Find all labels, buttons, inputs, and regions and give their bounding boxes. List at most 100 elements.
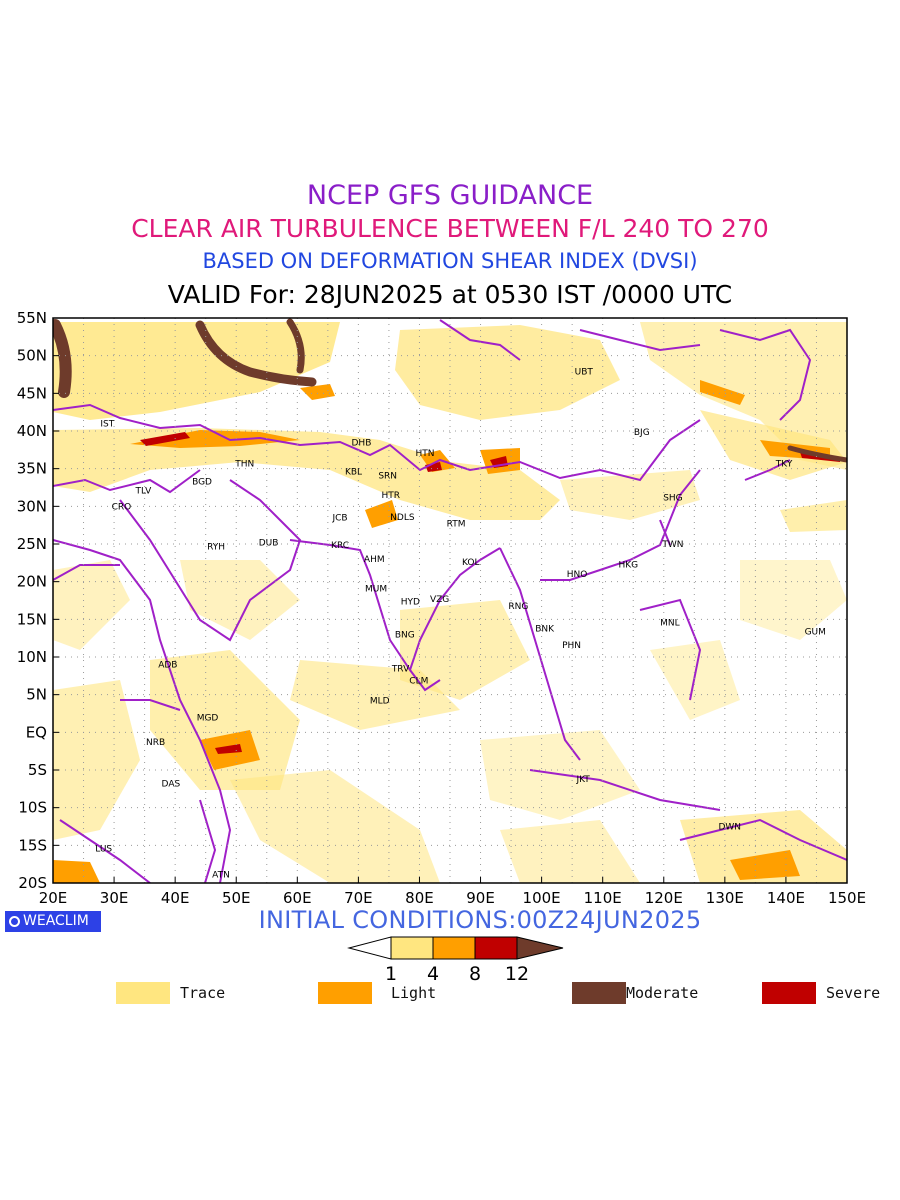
x-tick-label: 60E xyxy=(283,889,312,907)
station-tky: TKY xyxy=(775,459,793,469)
station-tlv: TLV xyxy=(135,487,153,497)
y-tick-label: 35N xyxy=(17,460,47,478)
colorbar-high-arrow xyxy=(516,936,564,960)
station-bng: BNG xyxy=(395,630,415,640)
station-ryh: RYH xyxy=(207,542,225,552)
station-srn: SRN xyxy=(378,471,397,481)
country-borders xyxy=(53,319,847,883)
y-tick-label: 45N xyxy=(17,384,47,402)
x-tick-label: 100E xyxy=(523,889,561,907)
x-tick-label: 150E xyxy=(828,889,866,907)
x-tick-label: 120E xyxy=(645,889,683,907)
y-tick-label: 40N xyxy=(17,422,47,440)
y-tick-label: 15S xyxy=(18,836,47,854)
station-dhb: DHB xyxy=(352,438,372,448)
station-cro: CRO xyxy=(112,502,132,512)
legend-swatch-light xyxy=(318,982,372,1004)
y-tick-label: 20S xyxy=(18,874,47,892)
station-atn: ATN xyxy=(212,871,230,881)
colorbar-bin-8 xyxy=(474,936,518,960)
station-hkg: HKG xyxy=(619,560,639,570)
station-htr: HTR xyxy=(381,491,400,501)
y-tick-label: 5N xyxy=(26,686,47,704)
title-valid-time: VALID For: 28JUN2025 at 0530 IST /0000 U… xyxy=(167,280,733,309)
station-dub: DUB xyxy=(259,538,279,548)
x-axis-ticks: 20E 30E 40E 50E 60E 70E 80E 90E 100E 110E 120E 130E… xyxy=(39,877,866,907)
station-twn: TWN xyxy=(661,540,683,550)
x-tick-label: 90E xyxy=(466,889,495,907)
legend-label-trace: Trace xyxy=(180,984,226,1002)
station-vzg: VZG xyxy=(430,595,449,605)
y-tick-label: 15N xyxy=(17,610,47,628)
y-tick-label: 50N xyxy=(17,347,47,365)
colorbar-label-1: 1 xyxy=(385,963,397,985)
station-bnk: BNK xyxy=(535,624,555,634)
trace-areas xyxy=(53,322,847,883)
legend-label-light: Light xyxy=(391,984,437,1002)
x-tick-label: 50E xyxy=(222,889,251,907)
station-htn: HTN xyxy=(415,449,434,459)
station-krc: KRC xyxy=(331,541,349,551)
y-tick-label: 20N xyxy=(17,573,47,591)
station-gum: GUM xyxy=(805,627,826,637)
legend-label-moderate: Moderate xyxy=(626,984,699,1002)
title-method: BASED ON DEFORMATION SHEAR INDEX (DVSI) xyxy=(202,249,698,273)
station-bjg: BJG xyxy=(634,428,650,438)
station-mum: MUM xyxy=(365,584,387,594)
graticule xyxy=(53,318,847,883)
station-mnl: MNL xyxy=(660,618,680,628)
y-tick-label: 5S xyxy=(28,761,47,779)
x-tick-label: 30E xyxy=(100,889,129,907)
y-tick-label: 25N xyxy=(17,535,47,553)
y-tick-label: 10S xyxy=(18,799,47,817)
station-kbl: KBL xyxy=(345,468,362,478)
station-thn: THN xyxy=(234,459,254,469)
severe-areas xyxy=(140,432,840,754)
x-tick-label: 80E xyxy=(405,889,434,907)
title-product: CLEAR AIR TURBULENCE BETWEEN F/L 240 TO … xyxy=(131,214,769,243)
station-rng: RNG xyxy=(508,602,528,612)
station-das: DAS xyxy=(162,780,181,790)
station-nrb: NRB xyxy=(146,738,165,748)
x-tick-label: 70E xyxy=(344,889,373,907)
station-ahm: AHM xyxy=(364,555,385,565)
station-ubt: UBT xyxy=(575,367,594,377)
y-tick-label: 10N xyxy=(17,648,47,666)
colorbar-label-4: 4 xyxy=(427,963,439,985)
station-shg: SHG xyxy=(663,493,682,503)
station-kol: KOL xyxy=(462,558,480,568)
station-dwn: DWN xyxy=(718,823,741,833)
station-jkt: JKT xyxy=(575,775,590,785)
map-plot-area xyxy=(53,318,847,883)
x-tick-label: 40E xyxy=(161,889,190,907)
x-tick-label: 140E xyxy=(767,889,805,907)
colorbar: 1 4 8 12 xyxy=(347,936,564,985)
logo-text: WEACLIM xyxy=(23,913,89,929)
station-mld: MLD xyxy=(370,697,390,707)
station-rtm: RTM xyxy=(447,520,466,530)
station-jcb: JCB xyxy=(331,514,347,524)
colorbar-bin-4 xyxy=(432,936,476,960)
station-lus: LUS xyxy=(95,844,112,854)
moderate-areas xyxy=(53,318,847,463)
station-labels: UBT IST BJG DHB HTN THN KBL SRN TKY TLV BGD CRO HTR S… xyxy=(95,367,826,880)
y-tick-label: 55N xyxy=(17,309,47,327)
legend-swatch-trace xyxy=(116,982,170,1004)
station-mgd: MGD xyxy=(197,713,219,723)
station-hyd: HYD xyxy=(401,597,420,607)
x-tick-label: 110E xyxy=(584,889,622,907)
colorbar-label-12: 12 xyxy=(505,963,529,985)
colorbar-low-arrow xyxy=(347,936,392,960)
x-tick-label: 20E xyxy=(39,889,68,907)
y-axis-ticks: 55N 50N 45N 40N 35N 30N 25N 20N 15N 10N 5N EQ 5S 10S 1… xyxy=(17,309,59,892)
station-phn: PHN xyxy=(562,641,581,651)
station-ndls: NDLS xyxy=(390,513,415,523)
station-hno: HNO xyxy=(567,570,588,580)
station-trv: TRV xyxy=(391,664,410,674)
station-clm: CLM xyxy=(409,676,428,686)
title-model: NCEP GFS GUIDANCE xyxy=(306,180,594,211)
weaclim-logo: WEACLIM xyxy=(5,911,101,932)
colorbar-bin-1 xyxy=(390,936,434,960)
station-adb: ADB xyxy=(158,661,177,671)
